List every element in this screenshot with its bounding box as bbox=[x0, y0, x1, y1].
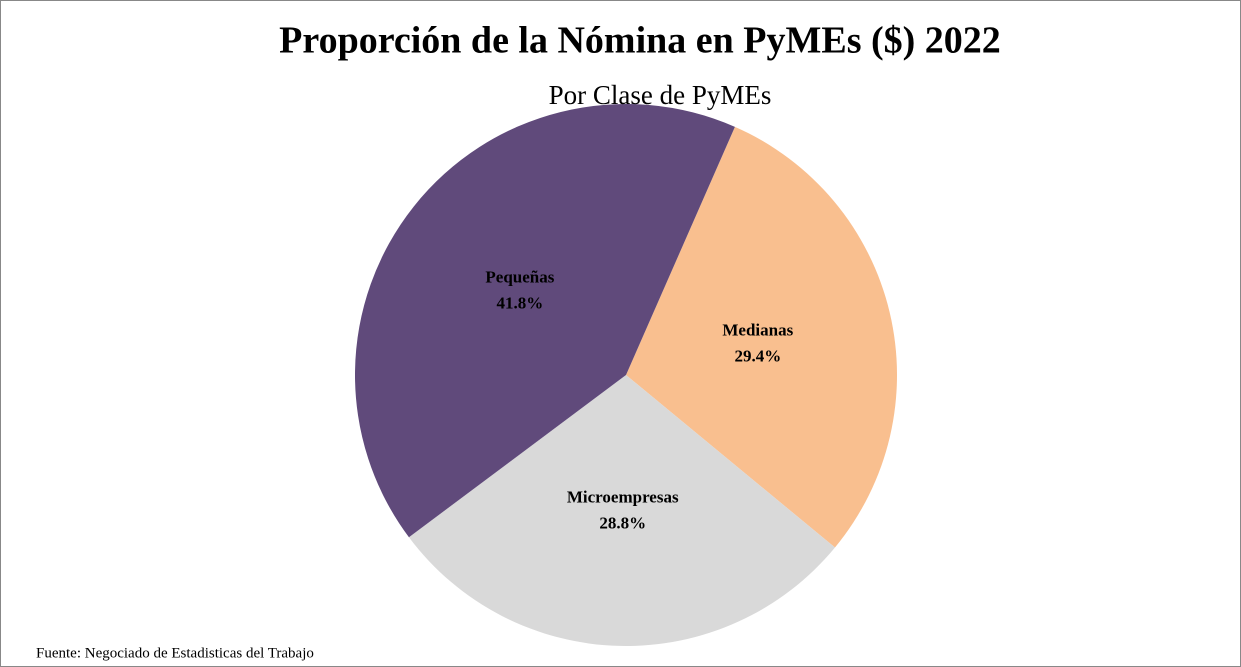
slice-label: Microempresas bbox=[567, 487, 679, 506]
slice-label: Pequeñas bbox=[485, 268, 554, 287]
slice-value: 28.8% bbox=[599, 513, 646, 532]
chart-subtitle: Por Clase de PyMEs bbox=[549, 80, 772, 110]
slice-label: Medianas bbox=[722, 321, 793, 340]
pie-slice bbox=[626, 126, 898, 548]
pie-slice bbox=[408, 375, 835, 647]
pie-slice bbox=[355, 103, 735, 538]
slice-value: 29.4% bbox=[734, 347, 781, 366]
chart-title: Proporción de la Nómina en PyMEs ($) 202… bbox=[279, 20, 1001, 62]
slice-value: 41.8% bbox=[497, 294, 544, 313]
pie bbox=[355, 103, 898, 647]
source-note: Fuente: Negociado de Estadisticas del Tr… bbox=[36, 645, 314, 661]
